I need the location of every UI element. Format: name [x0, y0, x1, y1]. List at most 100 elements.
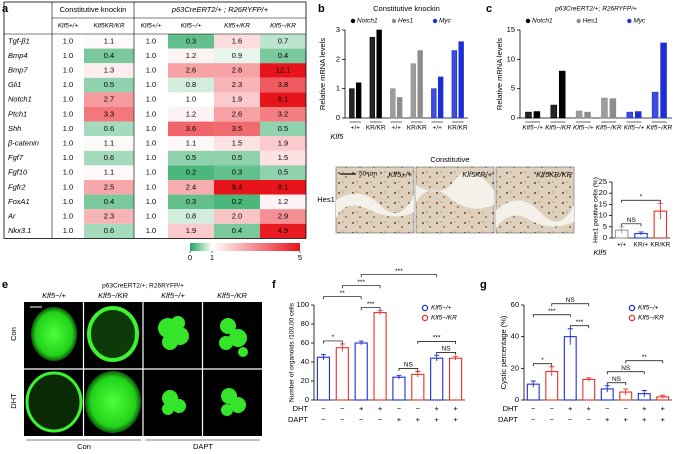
cell-label: 0.6 — [104, 124, 114, 133]
y-tick-label: 20 — [599, 188, 607, 197]
heat-cell — [134, 34, 168, 49]
error-bar — [358, 340, 364, 345]
error-bar — [415, 371, 421, 378]
bar — [390, 88, 396, 119]
error-bar — [339, 343, 345, 352]
bar — [558, 70, 566, 119]
significance-label: NS — [627, 217, 637, 224]
legend-label: Notch1 — [357, 18, 378, 25]
error-bar — [604, 385, 610, 393]
significance-label: * — [332, 334, 335, 341]
cell-label: 2.7 — [104, 95, 114, 104]
significance-bracket — [606, 371, 645, 375]
bar — [437, 76, 444, 119]
cell-label: 6.1 — [278, 95, 288, 104]
heat-cell — [84, 165, 134, 180]
cell-label: 0.5 — [186, 153, 196, 162]
y-axis-label: Relative mRNA levels — [495, 38, 504, 110]
cell-label: 1.5 — [232, 138, 242, 147]
heat-cell — [84, 150, 134, 166]
bar — [582, 378, 596, 401]
cell-label: 1.0 — [63, 51, 73, 60]
cell-label: 0.3 — [186, 36, 196, 45]
y-tick-label: 0 — [603, 233, 607, 242]
bar — [373, 312, 387, 401]
cell-label: 3.5 — [232, 124, 242, 133]
condition-name: DHT — [503, 404, 519, 413]
heat-cell — [134, 150, 168, 166]
heat-cell — [134, 223, 168, 239]
condition-label: + — [605, 415, 610, 424]
heat-cell — [260, 48, 306, 64]
bar — [451, 50, 458, 119]
y-tick-label: 2 — [336, 54, 340, 63]
error-bar — [623, 388, 629, 396]
heat-cell — [214, 136, 260, 151]
y-tick-label: 60 — [301, 338, 309, 347]
cell-label: 0.5 — [278, 124, 288, 133]
bar — [417, 50, 423, 119]
row-label: Tgf-β1 — [8, 36, 30, 45]
significance-bracket — [436, 352, 456, 355]
group-label: DAPT — [193, 442, 213, 451]
bar — [431, 88, 437, 119]
image-label: Klf5KR/KR — [536, 170, 572, 179]
micrograph — [415, 166, 495, 234]
condition-label: + — [642, 415, 647, 424]
legend-marker — [627, 18, 632, 24]
cell-label: 1.0 — [63, 182, 73, 191]
condition-label: − — [568, 415, 573, 424]
cell-label: 2.3 — [104, 211, 114, 220]
y-tick-label: 10 — [599, 211, 607, 220]
heat-cell — [260, 180, 306, 195]
bar — [651, 91, 659, 119]
heat-cell — [168, 209, 214, 224]
row-label: Fgfr2 — [8, 182, 26, 191]
column-header: Klf5−/KR — [270, 23, 296, 30]
error-bar — [619, 226, 625, 234]
heat-cell — [52, 209, 84, 224]
cell-label: 1.2 — [186, 109, 196, 118]
y-tick-label: 0 — [515, 395, 519, 404]
significance-label: *** — [576, 319, 584, 326]
heat-cell — [214, 180, 260, 195]
heat-cell — [260, 77, 306, 93]
heat-cell — [84, 121, 134, 137]
cell-label: 1.0 — [146, 65, 156, 74]
y-tick-label: 0 — [336, 113, 340, 122]
table-header: p63CreERT2/+ ; R26RYFP/+ — [171, 5, 269, 14]
cell-label: 3.2 — [278, 109, 288, 118]
x-tick-label: KR/KR — [448, 125, 468, 132]
legend-marker — [391, 18, 397, 24]
bar — [411, 373, 425, 401]
bar — [533, 111, 541, 119]
x-tick-label: +/+ — [351, 125, 361, 132]
condition-name: DHT — [293, 404, 309, 413]
heat-cell — [52, 180, 84, 195]
condition-label: − — [531, 415, 536, 424]
cell-label: 0.5 — [104, 80, 114, 89]
row-label: Gli1 — [8, 80, 21, 89]
cell-label: 1.0 — [146, 182, 156, 191]
cell-label: 1.0 — [63, 168, 73, 177]
y-tick-label: 25 — [599, 177, 607, 186]
condition-label: + — [416, 415, 421, 424]
row-label: Hes1 — [317, 195, 335, 204]
heat-cell — [52, 194, 84, 210]
significance-label: NS — [404, 362, 414, 369]
heat-cell — [260, 165, 306, 180]
legend-marker — [350, 18, 356, 24]
cell-label: 1.5 — [278, 153, 288, 162]
heat-cell — [134, 136, 168, 151]
cell-label: 1.2 — [186, 51, 196, 60]
heat-cell — [168, 77, 214, 93]
cell-label: 2.0 — [232, 211, 242, 220]
heat-cell — [134, 92, 168, 107]
cell-label: 1.1 — [104, 36, 114, 45]
y-tick-label: 15 — [507, 25, 515, 34]
cell-label: 4.9 — [278, 226, 288, 235]
row-label: Con — [9, 327, 18, 341]
heat-cell — [84, 34, 134, 49]
significance-bracket — [417, 341, 456, 344]
